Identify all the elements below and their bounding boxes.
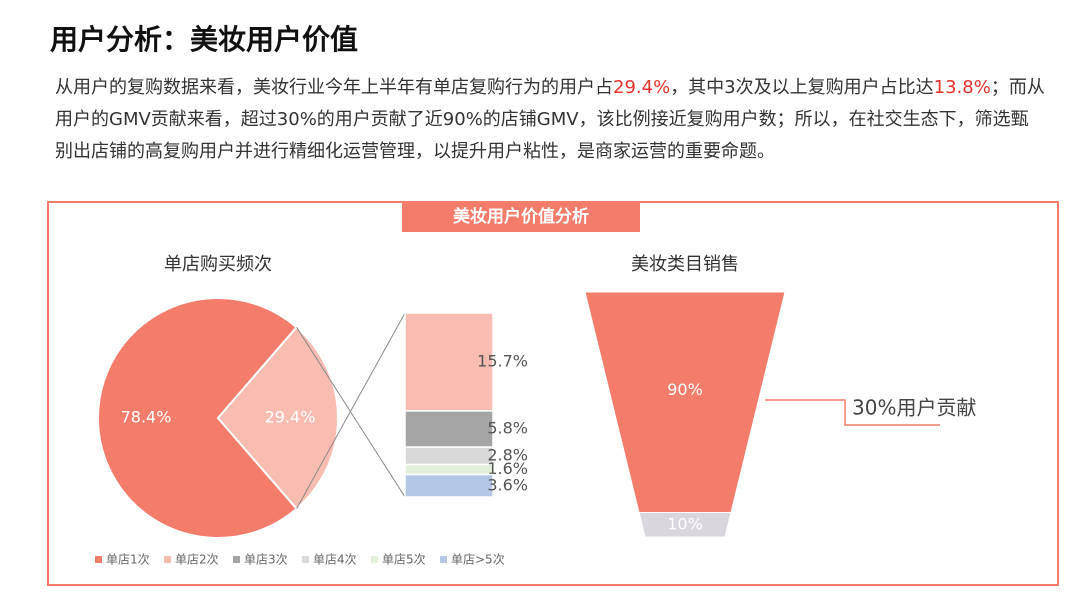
bar-label: 2.8% bbox=[487, 445, 528, 464]
connector bbox=[296, 327, 406, 498]
pie-label: 29.4% bbox=[265, 408, 316, 427]
bar-segment bbox=[404, 312, 494, 412]
funnel-segment bbox=[584, 291, 786, 513]
chart-title: 美妆类目销售 bbox=[631, 254, 739, 275]
legend-label: 单店2次 bbox=[175, 553, 219, 567]
legend-swatch bbox=[440, 556, 447, 563]
funnel-label: 90% bbox=[667, 380, 703, 399]
legend-swatch bbox=[233, 556, 240, 563]
paragraph-text: ；而从用户的GMV贡献来看，超过30%的用户贡献了近90%的店铺GMV，该比例接… bbox=[55, 77, 1045, 162]
bar-label: 3.6% bbox=[487, 475, 528, 494]
paragraph-text: ，其中3次及以上复购用户占比达 bbox=[670, 77, 934, 98]
highlight: 29.4% bbox=[613, 77, 671, 98]
panel-title-box bbox=[402, 202, 640, 232]
funnel-segment bbox=[638, 512, 732, 538]
legend-label: 单店>5次 bbox=[451, 553, 505, 567]
bar-segment bbox=[404, 446, 494, 466]
pie-label: 78.4% bbox=[121, 408, 172, 427]
paragraph: 从用户的复购数据来看，美妆行业今年上半年有单店复购行为的用户占29.4%，其中3… bbox=[55, 72, 1045, 168]
page-title: 用户分析：美妆用户价值 bbox=[50, 23, 359, 56]
legend-swatch bbox=[95, 556, 102, 563]
panel-title: 美妆用户价值分析 bbox=[453, 206, 589, 227]
funnel-label: 10% bbox=[667, 514, 703, 533]
pie-slice bbox=[97, 297, 298, 539]
pie-slice bbox=[216, 325, 339, 511]
bar-label: 1.6% bbox=[487, 459, 528, 478]
legend-label: 单店1次 bbox=[106, 553, 150, 567]
legend-label: 单店5次 bbox=[382, 553, 426, 567]
annotation: 30%用户贡献 bbox=[852, 396, 976, 420]
legend-label: 单店4次 bbox=[313, 553, 357, 567]
highlight: 13.8% bbox=[933, 77, 991, 98]
paragraph-text: 从用户的复购数据来看，美妆行业今年上半年有单店复购行为的用户占 bbox=[55, 77, 613, 98]
annotation-bracket bbox=[765, 399, 940, 426]
legend-swatch bbox=[371, 556, 378, 563]
connector bbox=[296, 312, 406, 509]
bar-segment bbox=[404, 463, 494, 476]
legend-label: 单店3次 bbox=[244, 553, 288, 567]
bar-label: 5.8% bbox=[487, 419, 528, 438]
legend-swatch bbox=[302, 556, 309, 563]
bar-segment bbox=[404, 473, 494, 498]
chart-title: 单店购买频次 bbox=[164, 254, 272, 275]
bar-segment bbox=[404, 410, 494, 448]
bar-label: 15.7% bbox=[477, 351, 528, 370]
legend-swatch bbox=[164, 556, 171, 563]
